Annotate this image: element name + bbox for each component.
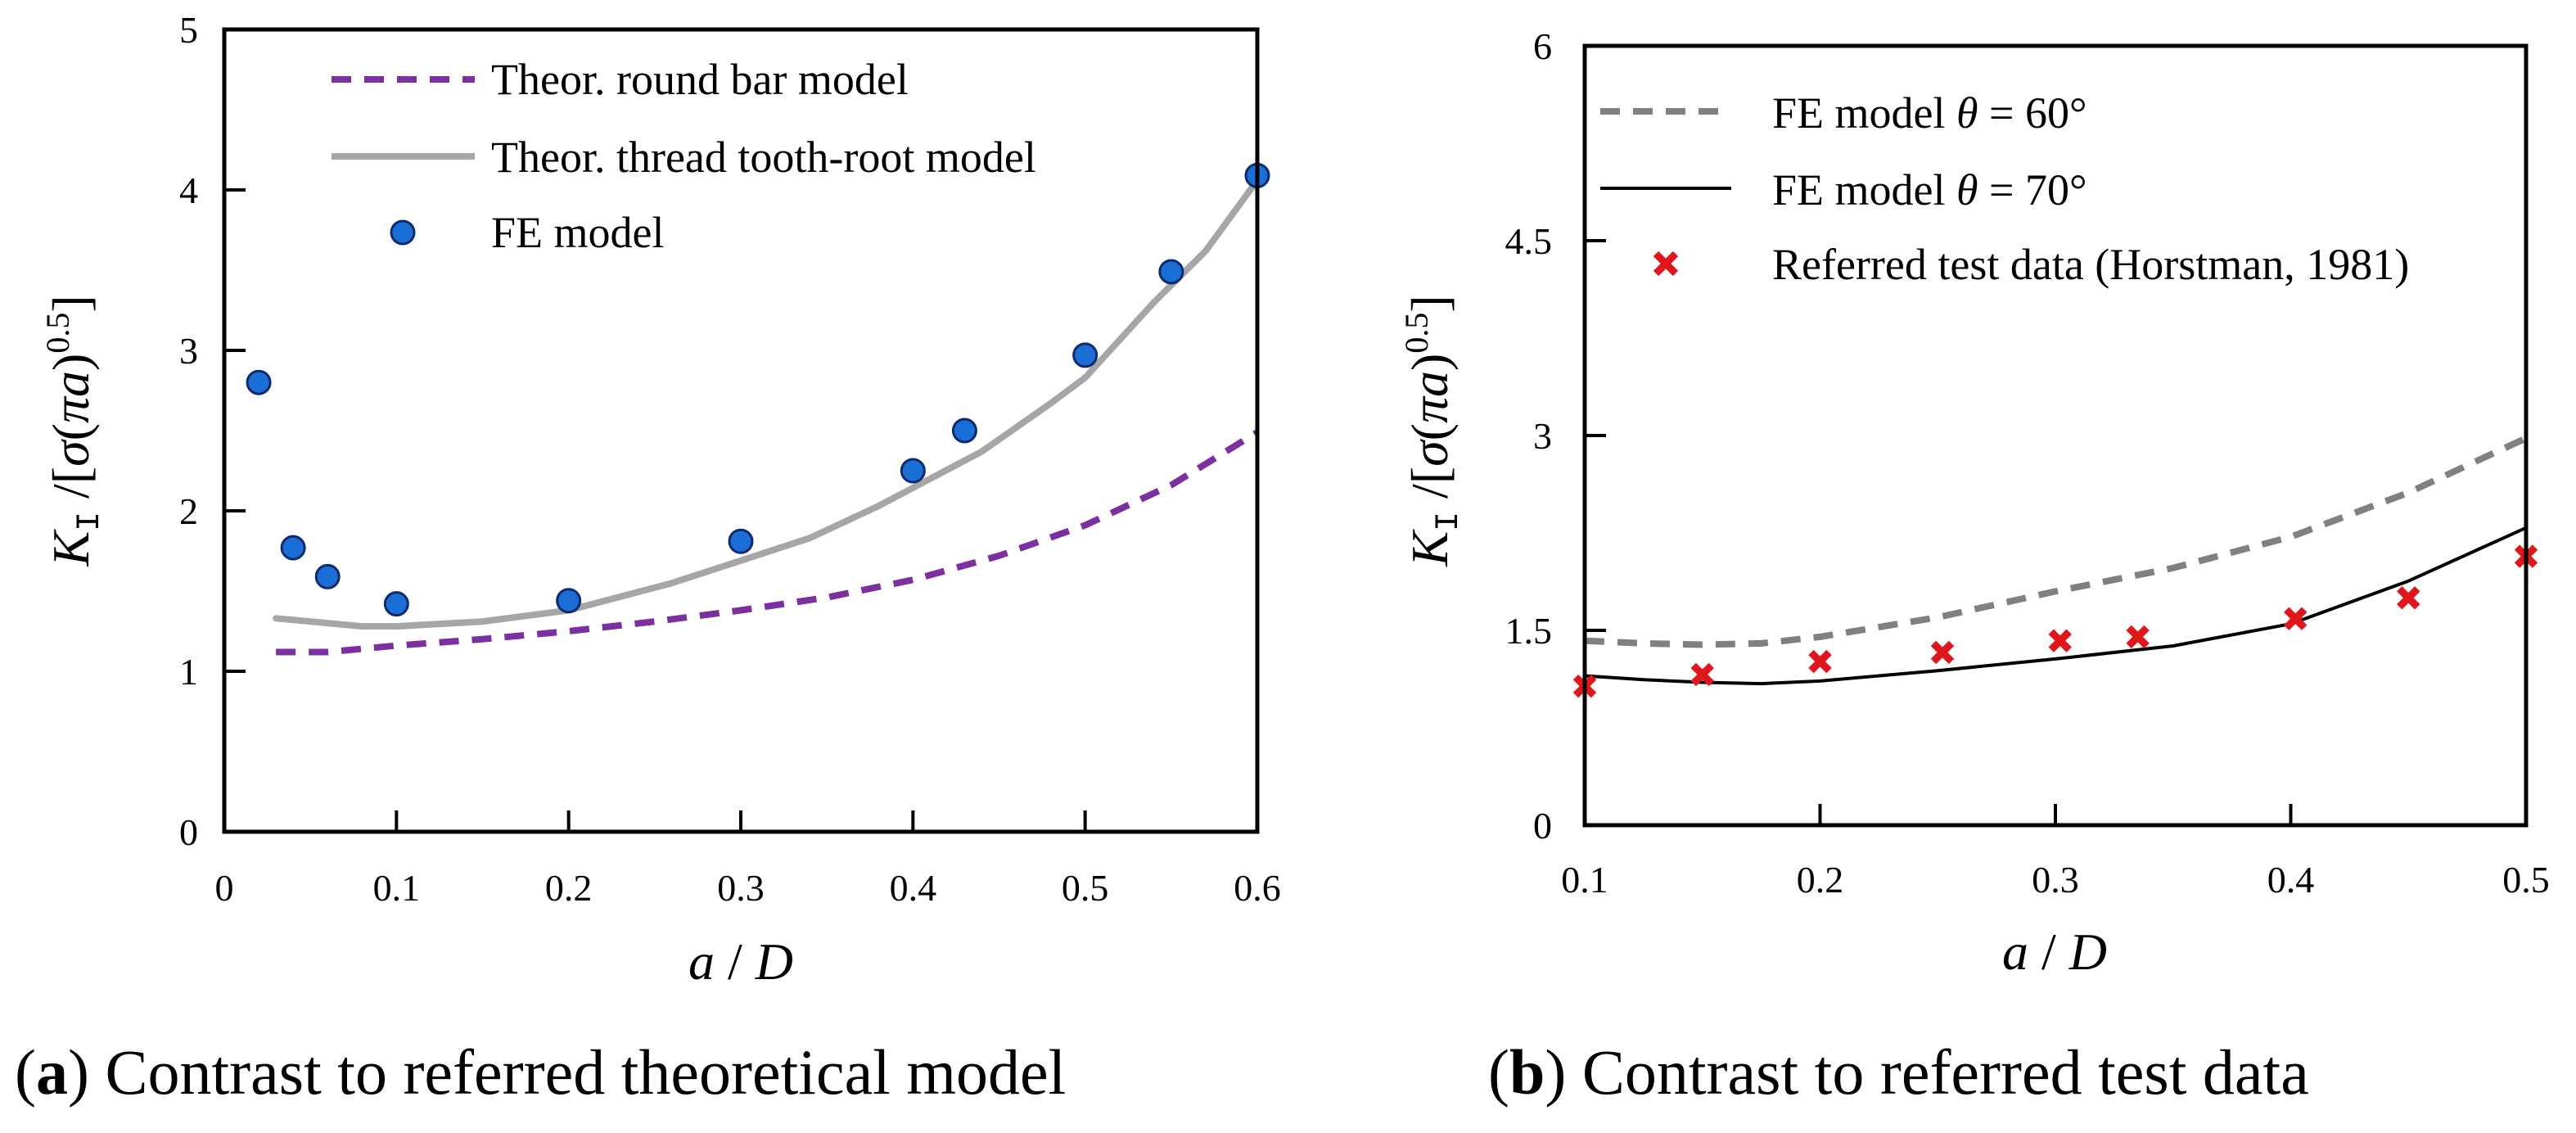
chart-b-xtick-label: 0.3	[2032, 859, 2079, 901]
chart-a-ytick-label: 2	[179, 490, 198, 532]
chart-b-xtick-label: 0.4	[2267, 859, 2315, 901]
chart-b-referred-test-data-horstman-1981-point	[1808, 649, 1832, 674]
chart-b-referred-test-data-horstman-1981-point	[2126, 625, 2150, 649]
chart-a-ylabel: KI /[σ(πa)0.5]	[39, 295, 109, 566]
chart-a-xlabel: a / D	[688, 932, 793, 991]
caption-b-letter: b	[1509, 1036, 1545, 1108]
chart-a-xtick-label: 0.4	[890, 867, 937, 909]
chart-b-xtick-label: 0.5	[2502, 859, 2550, 901]
chart-a-fe-model-point	[728, 528, 754, 554]
legend-label-thread-root: Theor. thread tooth-root model	[491, 133, 1036, 182]
legend-marker-test-data	[1653, 251, 1679, 277]
chart-a-ytick-label: 0	[179, 811, 198, 853]
chart-a: 0 1 2 3 4 5 0 0.1 0.2 0.3 0.4 0.5 0.6 Theor. round b…	[39, 9, 1281, 991]
chart-a-ytick-label: 4	[179, 169, 198, 211]
caption-b: (b) Contrast to referred test data	[1488, 1036, 2309, 1108]
chart-a-xtick-label: 0	[215, 867, 234, 909]
chart-b-xtick-label: 0.1	[1561, 859, 1608, 901]
chart-b-ytick-label: 6	[1533, 25, 1552, 67]
chart-b-xlabel: a / D	[2002, 923, 2107, 981]
chart-a-fe-model-point	[246, 369, 272, 395]
chart-a-fe-model-point	[1072, 342, 1099, 368]
caption-a-letter: a	[36, 1036, 68, 1108]
legend-label-fe-60: FE model θ = 60°	[1772, 88, 2087, 138]
caption-a-text: Contrast to referred theoretical model	[89, 1036, 1066, 1108]
chart-a-fe-model-point	[900, 458, 926, 484]
chart-b: 0 1.5 3 4.5 6 0.1 0.2 0.3 0.4 0.5 FE model θ = 60…	[1398, 25, 2550, 981]
chart-b-ytick-label: 0	[1533, 805, 1552, 846]
chart-a-ytick-label: 1	[179, 651, 198, 693]
chart-a-xtick-label: 0.3	[717, 867, 765, 909]
chart-b-ylabel: KI /[σ(πa)0.5]	[1398, 295, 1468, 566]
chart-a-xtick-label: 0.2	[545, 867, 593, 909]
chart-a-frame	[222, 27, 1260, 834]
caption-b-text: Contrast to referred test data	[1566, 1036, 2308, 1108]
chart-a-ytick-label: 5	[179, 9, 198, 51]
chart-b-ytick-label: 4.5	[1505, 220, 1553, 262]
chart-b-referred-test-data-horstman-1981-point	[2284, 607, 2308, 630]
legend-label-fe-70: FE model θ = 70°	[1772, 165, 2087, 214]
chart-b-ytick-label: 3	[1533, 415, 1552, 457]
chart-b-legend: FE model θ = 60° FE model θ = 70° Referr…	[1600, 88, 2409, 289]
caption-a: (a) Contrast to referred theoretical mod…	[15, 1036, 1066, 1108]
chart-a-fe-model-point	[556, 588, 582, 614]
chart-a-ytick-label: 3	[179, 330, 198, 372]
chart-a-xtick-label: 0.6	[1234, 867, 1281, 909]
chart-a-theor-round-bar-model-line	[276, 429, 1260, 656]
chart-a-theor-thread-tooth-root-model-line	[273, 177, 1261, 630]
chart-b-frame	[1582, 43, 2529, 828]
chart-a-fe-model-point	[314, 563, 341, 589]
chart-b-referred-test-data-horstman-1981-point	[2048, 629, 2072, 652]
legend-label-round-bar: Theor. round bar model	[491, 55, 909, 104]
svg-text:KI /[σ(πa)0.5]: KI /[σ(πa)0.5]	[39, 295, 109, 566]
chart-a-fe-model-point	[951, 418, 977, 444]
chart-b-fe-model-70-line	[1583, 526, 2528, 686]
chart-a-xtick-label: 0.1	[373, 867, 421, 909]
legend-marker-fe-model	[390, 219, 416, 246]
chart-a-fe-model-point	[383, 591, 409, 617]
chart-b-xtick-label: 0.2	[1797, 859, 1844, 901]
chart-a-fe-model-point	[1158, 259, 1184, 285]
legend-label-fe-model: FE model	[491, 208, 665, 257]
chart-a-fe-model-point	[280, 535, 306, 561]
chart-a-legend: Theor. round bar model Theor. thread too…	[332, 55, 1036, 257]
chart-a-xtick-label: 0.5	[1062, 867, 1109, 909]
legend-label-test-data: Referred test data (Horstman, 1981)	[1772, 240, 2409, 289]
chart-b-referred-test-data-horstman-1981-point	[2397, 586, 2420, 610]
chart-b-ytick-label: 1.5	[1505, 610, 1553, 652]
chart-b-referred-test-data-horstman-1981-point	[1690, 662, 1714, 687]
chart-b-referred-test-data-horstman-1981-point	[1930, 640, 1955, 665]
chart-a-ticks: 0 1 2 3 4 5 0 0.1 0.2 0.3 0.4 0.5 0.6	[179, 9, 1281, 909]
chart-b-fe-model-60-line	[1584, 435, 2528, 648]
svg-text:KI /[σ(πa)0.5]: KI /[σ(πa)0.5]	[1398, 295, 1468, 566]
